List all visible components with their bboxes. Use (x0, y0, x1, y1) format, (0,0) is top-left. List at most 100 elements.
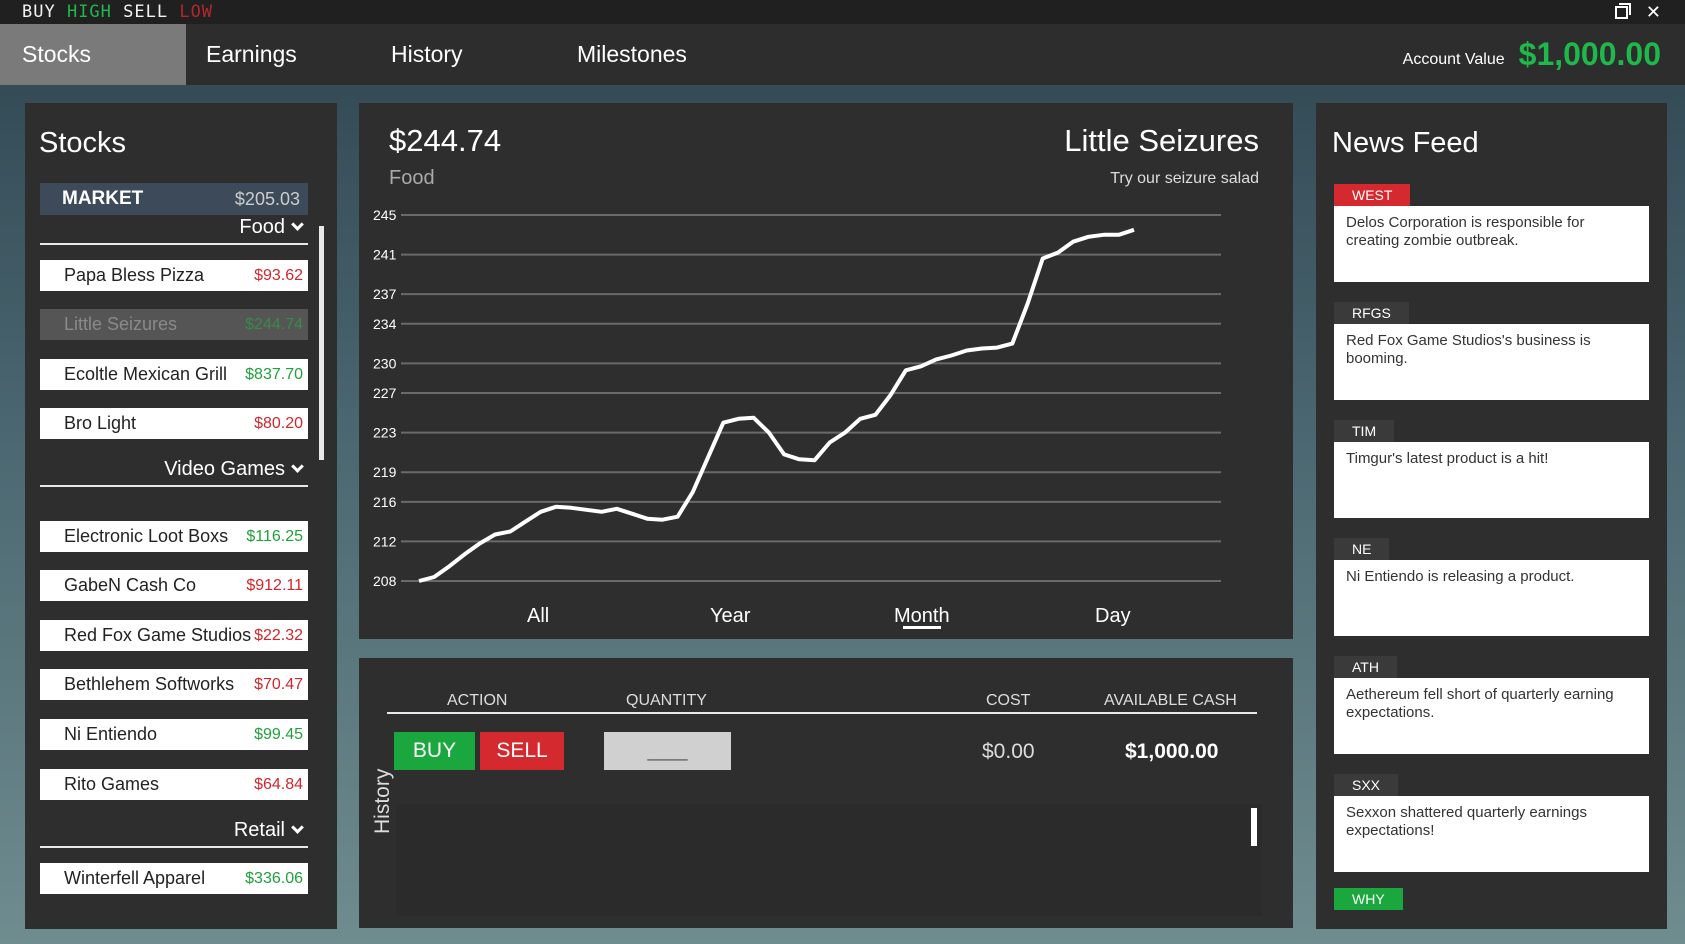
y-tick-label: 208 (373, 573, 397, 589)
stock-row-ni-entiendo[interactable]: Ni Entiendo $99.45 (40, 719, 308, 750)
news-item[interactable]: SXX Sexxon shattered quarterly earnings … (1334, 774, 1649, 872)
chevron-down-icon (291, 821, 304, 834)
news-tag: WHY (1334, 888, 1403, 910)
restore-window-icon[interactable] (1614, 2, 1631, 19)
app-title-part: BUY (22, 2, 67, 22)
stock-name: Little Seizures (64, 314, 178, 334)
news-item[interactable]: WHY (1334, 888, 1649, 910)
news-text: Aethereum fell short of quarterly earnin… (1334, 678, 1649, 754)
news-tag: SXX (1334, 774, 1399, 796)
category-label: Food (239, 216, 285, 238)
stock-price: $93.62 (254, 266, 303, 284)
stock-price: $837.70 (245, 365, 303, 383)
account-summary: Account Value $1,000.00 (1403, 24, 1661, 85)
title-bar: BUY HIGH SELL LOW ✕ (0, 0, 1685, 24)
chart-company-slogan: Try our seizure salad (1110, 170, 1259, 187)
stock-name: Ni Entiendo (64, 724, 158, 744)
stock-name: Rito Games (64, 774, 160, 794)
chart-current-price: $244.74 (389, 123, 502, 158)
trade-panel: ACTION QUANTITY COST AVAILABLE CASH BUY … (359, 658, 1293, 928)
news-item[interactable]: NE Ni Entiendo is releasing a product. (1334, 538, 1649, 636)
chevron-down-icon (291, 460, 304, 473)
trade-divider (387, 712, 1257, 714)
news-item[interactable]: WEST Delos Corporation is responsible fo… (1334, 184, 1649, 282)
stock-row-winterfell-apparel[interactable]: Winterfell Apparel $336.06 (40, 863, 308, 894)
stock-row-red-fox-game-studios[interactable]: Red Fox Game Studios $22.32 (40, 620, 308, 651)
range-tab-month[interactable]: Month (894, 605, 950, 627)
active-range-indicator (903, 626, 941, 629)
stock-row-little-seizures[interactable]: Little Seizures $244.74 (40, 309, 308, 340)
news-item[interactable]: ATH Aethereum fell short of quarterly ea… (1334, 656, 1649, 754)
stock-name: GabeN Cash Co (64, 575, 197, 595)
news-text: Ni Entiendo is releasing a product. (1334, 560, 1649, 636)
history-scrollbar[interactable] (1251, 808, 1257, 846)
news-text: Sexxon shattered quarterly earnings expe… (1334, 796, 1649, 872)
stock-price: $912.11 (246, 576, 303, 594)
y-tick-label: 230 (373, 355, 397, 371)
stock-name: Papa Bless Pizza (64, 265, 205, 285)
available-cash-value: $1,000.00 (1125, 740, 1219, 763)
market-value: $205.03 (234, 188, 300, 209)
range-tab-year[interactable]: Year (710, 605, 751, 627)
y-tick-label: 245 (373, 207, 397, 223)
stock-row-papa-bless-pizza[interactable]: Papa Bless Pizza $93.62 (40, 260, 308, 291)
news-tag: TIM (1334, 420, 1395, 442)
news-tag: NE (1334, 538, 1390, 560)
tab-earnings[interactable]: Earnings (206, 41, 297, 67)
market-summary[interactable]: MARKET $205.03 (40, 183, 308, 215)
news-tag: WEST (1334, 184, 1411, 206)
cost-value: $0.00 (982, 740, 1035, 763)
news-panel: News Feed WEST Delos Corporation is resp… (1316, 103, 1667, 929)
stock-row-ecoltle-mexican-grill[interactable]: Ecoltle Mexican Grill $837.70 (40, 359, 308, 390)
stocks-title: Stocks (39, 127, 127, 159)
history-label: History (371, 768, 394, 834)
stocks-scrollbar[interactable] (319, 226, 324, 460)
news-item[interactable]: TIM Timgur's latest product is a hit! (1334, 420, 1649, 518)
app-title-part: HIGH (66, 2, 112, 22)
category-retail[interactable]: Retail (40, 815, 308, 848)
close-icon[interactable]: ✕ (1645, 2, 1661, 22)
category-food[interactable]: Food (40, 212, 308, 245)
stock-name: Winterfell Apparel (64, 868, 206, 888)
stock-price: $22.32 (254, 626, 303, 644)
tab-history[interactable]: History (391, 41, 463, 67)
y-tick-label: 234 (373, 316, 397, 332)
sell-button[interactable]: SELL (480, 732, 564, 770)
news-text: Timgur's latest product is a hit! (1334, 442, 1649, 518)
news-title: News Feed (1332, 127, 1479, 159)
stock-name: Red Fox Game Studios (64, 625, 252, 645)
trade-history-list[interactable] (396, 804, 1262, 916)
buy-button[interactable]: BUY (394, 732, 475, 770)
chevron-down-icon (291, 218, 304, 231)
stock-row-electronic-loot-boxs[interactable]: Electronic Loot Boxs $116.25 (40, 521, 308, 552)
stock-row-gaben-cash-co[interactable]: GabeN Cash Co $912.11 (40, 570, 308, 601)
tab-milestones[interactable]: Milestones (577, 41, 687, 67)
range-tab-day[interactable]: Day (1095, 605, 1131, 627)
tab-stocks[interactable]: Stocks (0, 24, 186, 85)
market-label: MARKET (62, 188, 144, 209)
price-series-line (418, 227, 1135, 583)
stock-row-rito-games[interactable]: Rito Games $64.84 (40, 769, 308, 800)
y-tick-label: 212 (373, 533, 397, 549)
y-tick-label: 241 (373, 247, 397, 263)
y-tick-label: 216 (373, 494, 397, 510)
price-chart: 208 212 216 219 223 227 230 234 237 241 245 (373, 207, 1221, 589)
stock-name: Bethlehem Softworks (64, 674, 235, 694)
stocks-panel: Stocks MARKET $205.03 Food Papa Bless Pi… (25, 103, 337, 929)
account-value-label: Account Value (1402, 50, 1505, 68)
stock-row-bro-light[interactable]: Bro Light $80.20 (40, 408, 308, 439)
news-item[interactable]: RFGS Red Fox Game Studios's business is … (1334, 302, 1649, 400)
category-video-games[interactable]: Video Games (40, 454, 308, 487)
app-title: BUY HIGH SELL LOW (0, 2, 213, 22)
news-tag: ATH (1334, 656, 1397, 678)
stock-row-bethlehem-softworks[interactable]: Bethlehem Softworks $70.47 (40, 669, 308, 700)
stock-price: $64.84 (254, 775, 303, 793)
action-header: ACTION (447, 692, 508, 709)
quantity-input[interactable] (604, 732, 731, 770)
stock-price: $99.45 (254, 725, 303, 743)
range-tab-all[interactable]: All (527, 605, 550, 627)
news-tag: RFGS (1334, 302, 1409, 324)
stock-name: Ecoltle Mexican Grill (64, 364, 228, 384)
category-label: Retail (233, 819, 285, 841)
stock-price: $336.06 (245, 869, 303, 887)
